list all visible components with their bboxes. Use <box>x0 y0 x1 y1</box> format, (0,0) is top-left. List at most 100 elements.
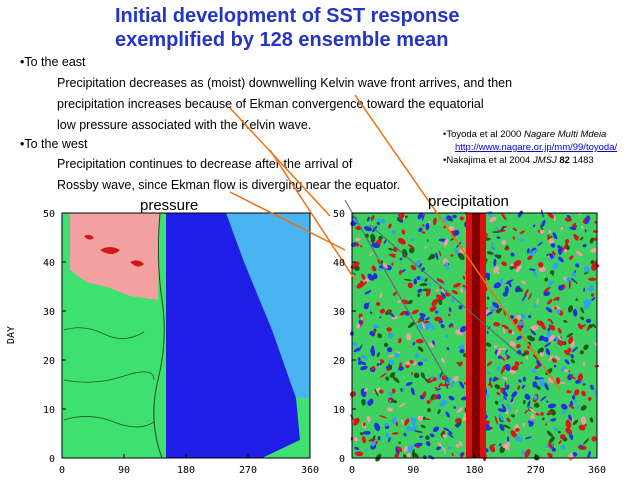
speckle <box>379 292 383 299</box>
speckle <box>397 351 400 354</box>
speckle <box>583 344 589 350</box>
speckle <box>572 308 578 317</box>
speckle <box>550 235 553 238</box>
speckle <box>425 435 430 441</box>
speckle <box>414 442 423 447</box>
speckle <box>567 347 572 353</box>
speckle <box>543 286 551 293</box>
speckle <box>517 385 521 390</box>
speckle <box>530 330 537 336</box>
speckle <box>364 448 368 452</box>
speckle <box>545 368 553 376</box>
speckle <box>397 237 406 245</box>
speckle <box>560 444 566 450</box>
speckle <box>411 309 419 315</box>
speckle <box>428 342 435 348</box>
speckle <box>572 452 578 457</box>
speckle <box>464 381 467 385</box>
speckle <box>510 430 517 438</box>
speckle <box>370 234 376 240</box>
speckle <box>414 259 422 266</box>
speckle <box>568 452 574 461</box>
speckle <box>496 391 501 396</box>
speckle <box>411 417 418 423</box>
speckle <box>580 307 585 314</box>
speckle <box>592 263 600 268</box>
speckle <box>568 280 571 290</box>
speckle <box>414 430 423 433</box>
speckle <box>419 276 425 281</box>
speckle <box>422 322 426 330</box>
speckle <box>354 265 360 271</box>
speckle <box>398 337 402 344</box>
speckle <box>541 324 546 330</box>
speckle <box>539 335 546 341</box>
speckle <box>588 284 595 292</box>
speckle <box>448 313 451 317</box>
speckle <box>458 344 465 350</box>
speckle <box>456 407 463 414</box>
speckle <box>548 355 554 361</box>
speckle <box>485 393 490 398</box>
speckle <box>380 218 386 224</box>
speckle <box>549 253 554 259</box>
speckle <box>554 355 560 361</box>
speckle <box>575 236 580 239</box>
speckle <box>445 411 450 418</box>
speckle <box>562 410 566 415</box>
speckle <box>388 399 392 402</box>
speckle <box>547 212 555 219</box>
speckle <box>511 365 519 371</box>
speckle <box>519 230 525 235</box>
speckle <box>443 217 448 223</box>
speckle <box>591 436 597 442</box>
speckle <box>533 395 538 400</box>
speckle <box>501 403 507 411</box>
x-tick-label: 90 <box>118 465 130 476</box>
speckle <box>501 324 509 330</box>
arrow <box>354 94 561 391</box>
speckle <box>371 265 377 272</box>
speckle <box>410 238 415 242</box>
ref-text: •Nakajima et al 2004 <box>443 155 533 166</box>
speckle <box>394 352 400 358</box>
speckle <box>448 395 455 401</box>
reference-link[interactable]: http://www.nagare.or.jp/mm/99/toyoda/ <box>455 142 617 153</box>
speckle <box>565 419 572 429</box>
speckle <box>386 347 393 353</box>
speckle <box>546 430 554 438</box>
speckle <box>450 298 455 303</box>
speckle <box>553 427 559 431</box>
speckle <box>552 262 559 270</box>
speckle <box>411 372 414 375</box>
speckle <box>399 219 404 223</box>
speckle <box>581 225 584 230</box>
speckle <box>377 267 383 272</box>
speckle <box>557 335 562 340</box>
speckle <box>420 372 426 379</box>
speckle <box>589 237 594 244</box>
speckle <box>591 297 596 301</box>
speckle <box>583 301 588 310</box>
speckle <box>388 359 395 365</box>
speckle <box>522 400 526 405</box>
speckle <box>459 216 464 221</box>
speckle <box>417 293 421 298</box>
speckle <box>493 265 500 274</box>
speckle <box>408 244 415 250</box>
speckle <box>528 420 533 425</box>
speckle <box>425 289 431 297</box>
speckle <box>435 388 442 391</box>
speckle <box>403 278 412 281</box>
speckle <box>568 370 571 373</box>
speckle <box>544 382 549 391</box>
speckle <box>527 400 531 408</box>
speckle <box>564 217 573 222</box>
speckle <box>403 454 407 459</box>
speckle <box>532 383 536 388</box>
speckle <box>448 307 452 313</box>
speckle <box>499 278 504 284</box>
speckle <box>434 310 439 314</box>
speckle <box>492 231 500 233</box>
bullet-line: Rossby wave, since Ekman flow is divergi… <box>57 178 400 192</box>
